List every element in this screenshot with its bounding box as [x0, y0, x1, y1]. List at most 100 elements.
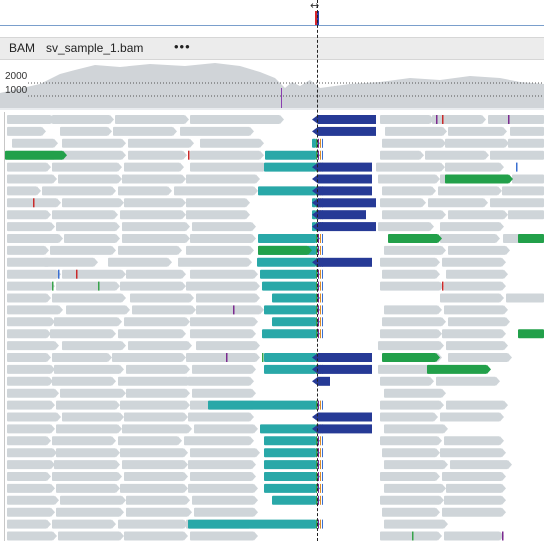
read [52, 436, 116, 446]
read-body [122, 222, 186, 232]
read [52, 376, 116, 386]
read-arrow [482, 115, 486, 124]
read-body [445, 162, 500, 172]
read-body [50, 245, 112, 255]
read-body [7, 472, 47, 481]
read [440, 234, 500, 243]
alignment-reads[interactable] [0, 112, 544, 541]
read-arrow [506, 317, 510, 327]
read [384, 519, 448, 529]
read-arrow [112, 245, 116, 255]
read-body [382, 269, 436, 279]
read-body [7, 305, 59, 315]
read-body [444, 495, 502, 505]
read-body [120, 210, 182, 220]
read-body [427, 364, 487, 374]
read-arrow [47, 353, 51, 362]
read-body [450, 460, 508, 470]
read-body [440, 222, 500, 232]
mismatch-tick [322, 138, 323, 148]
read [118, 436, 182, 446]
read-body [126, 388, 186, 398]
split-read-right [318, 376, 330, 386]
read [58, 531, 124, 541]
read-arrow [442, 388, 446, 398]
read-arrow [51, 364, 55, 374]
read-arrow [186, 364, 190, 374]
track-file-name: sv_sample_1.bam [46, 41, 144, 55]
split-read-right [318, 424, 372, 434]
read-arrow [118, 317, 122, 327]
read-arrow [59, 305, 63, 315]
read [385, 126, 447, 136]
read [384, 483, 446, 493]
read-body [260, 424, 316, 434]
read [444, 531, 504, 541]
coverage-track[interactable]: 2000 1000 [0, 60, 544, 110]
read-body [192, 364, 252, 374]
read-body [502, 186, 544, 196]
read [44, 257, 98, 267]
read [62, 412, 124, 422]
split-read-right [318, 198, 376, 208]
read-arrow [250, 436, 254, 446]
read-arrow [502, 495, 506, 505]
split-read-left [272, 317, 320, 327]
read [118, 245, 182, 255]
mismatch-tick [322, 245, 323, 255]
read [56, 400, 120, 410]
read-body [192, 495, 254, 505]
read [112, 353, 186, 362]
read-body [44, 257, 94, 267]
mismatch-tick [320, 400, 321, 410]
track-left-edge [4, 112, 5, 541]
mismatch-tick [320, 448, 321, 458]
more-options-icon[interactable]: ••• [174, 39, 191, 54]
split-read-right [318, 210, 366, 220]
read [128, 341, 192, 351]
read [194, 507, 258, 517]
read-arrow [506, 245, 510, 255]
read-body [58, 174, 118, 184]
read [174, 186, 258, 196]
read [425, 150, 489, 160]
read-body [122, 424, 188, 434]
breakpoint-marker[interactable] [315, 11, 319, 25]
read-body [440, 293, 500, 303]
read-body [425, 150, 485, 160]
read-body [7, 388, 55, 398]
read-arrow [178, 245, 182, 255]
track-type-label: BAM [9, 41, 36, 55]
read-arrow [434, 412, 438, 422]
read [502, 186, 544, 196]
split-read-left [264, 364, 320, 374]
read-arrow [110, 115, 114, 124]
read-arrow [508, 353, 512, 362]
split-read-right [318, 174, 372, 184]
read-arrow [47, 519, 51, 529]
mismatch-tick [318, 138, 319, 148]
read [7, 329, 51, 339]
read [128, 138, 194, 148]
read [380, 376, 434, 386]
read-body [126, 269, 182, 279]
read-body [188, 519, 316, 529]
read-body [118, 436, 178, 446]
read-body [264, 436, 316, 446]
read-arrow [436, 257, 440, 267]
read-body [132, 305, 192, 315]
read-arrow [430, 376, 434, 386]
read [52, 519, 116, 529]
read [7, 519, 51, 529]
read-body [508, 138, 544, 148]
genome-ruler: ↔ [0, 0, 544, 36]
resize-arrow-icon[interactable]: ↔ [310, 0, 320, 12]
read [444, 281, 506, 291]
read-arrow [118, 472, 122, 481]
read-arrow [254, 269, 258, 279]
read-arrow [120, 531, 124, 541]
mismatch-tick [318, 448, 319, 458]
split-read-left [272, 293, 320, 303]
read-body [264, 353, 316, 362]
discordant-read [518, 329, 544, 339]
